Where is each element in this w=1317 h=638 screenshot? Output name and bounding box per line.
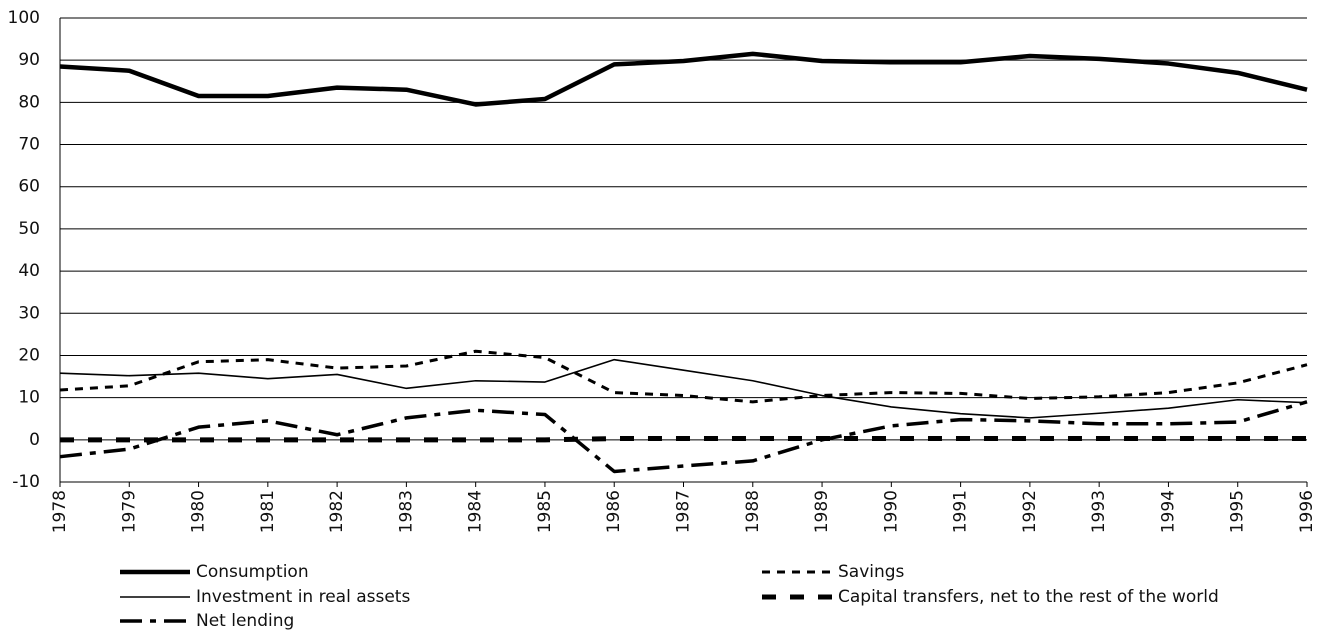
x-tick-label: 1985 [535, 490, 555, 533]
legend-label: Capital transfers, net to the rest of th… [838, 587, 1219, 607]
series-line [60, 436, 1307, 443]
y-tick-label: 100 [8, 8, 40, 28]
x-tick-label: 1984 [466, 490, 486, 533]
x-tick-label: 1989 [812, 490, 832, 533]
y-tick-label: 80 [18, 92, 40, 112]
y-tick-label: 70 [18, 135, 40, 155]
series-line [59, 400, 1308, 474]
y-tick-label: 20 [18, 345, 40, 365]
x-tick-label: 1983 [396, 490, 416, 533]
x-tick-label: 1987 [674, 490, 694, 533]
x-tick-label: 1996 [1297, 490, 1317, 533]
x-tick-label: 1988 [743, 490, 763, 533]
x-tick-label: 1990 [881, 490, 901, 533]
legend-label: Consumption [196, 562, 309, 582]
x-tick-label: 1995 [1228, 490, 1248, 533]
y-tick-label: 40 [18, 261, 40, 281]
y-tick-label: 0 [29, 430, 40, 450]
legend-label: Savings [838, 562, 905, 582]
x-tick-label: 1992 [1020, 490, 1040, 533]
x-tick-label: 1993 [1089, 490, 1109, 533]
legend-label: Investment in real assets [196, 587, 410, 607]
y-tick-label: 10 [18, 388, 40, 408]
x-tick-label: 1982 [327, 490, 347, 533]
x-tick-label: 1994 [1158, 490, 1178, 533]
y-tick-label: -10 [12, 472, 40, 492]
legend-label: Net lending [196, 611, 294, 631]
x-tick-label: 1979 [119, 490, 139, 533]
x-tick-label: 1978 [50, 490, 70, 533]
y-tick-label: 60 [18, 177, 40, 197]
x-tick-label: 1981 [258, 490, 278, 533]
x-tick-label: 1980 [189, 490, 209, 533]
series-line [59, 358, 1308, 419]
x-tick-label: 1991 [951, 490, 971, 533]
series-line [59, 51, 1308, 107]
y-tick-label: 90 [18, 50, 40, 70]
y-tick-label: 30 [18, 303, 40, 323]
x-tick-label: 1986 [604, 490, 624, 533]
series-line [59, 349, 1308, 404]
y-tick-label: 50 [18, 219, 40, 239]
